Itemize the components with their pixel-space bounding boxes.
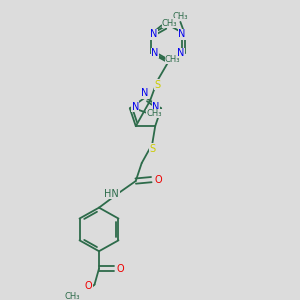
Text: S: S	[150, 144, 156, 154]
Text: CH₃: CH₃	[147, 109, 162, 118]
Text: N: N	[131, 102, 139, 112]
Text: O: O	[117, 264, 124, 274]
Text: CH₃: CH₃	[172, 12, 188, 21]
Text: HN: HN	[104, 189, 119, 199]
Text: CH₃: CH₃	[162, 19, 178, 28]
Text: O: O	[154, 175, 162, 184]
Text: N: N	[151, 48, 159, 58]
Text: N: N	[152, 102, 160, 112]
Text: CH₃: CH₃	[165, 55, 181, 64]
Text: S: S	[154, 80, 160, 90]
Text: O: O	[85, 281, 92, 291]
Text: N: N	[150, 29, 158, 39]
Text: CH₃: CH₃	[64, 292, 80, 300]
Text: N: N	[141, 88, 148, 98]
Text: N: N	[177, 48, 185, 58]
Text: N: N	[178, 29, 186, 39]
